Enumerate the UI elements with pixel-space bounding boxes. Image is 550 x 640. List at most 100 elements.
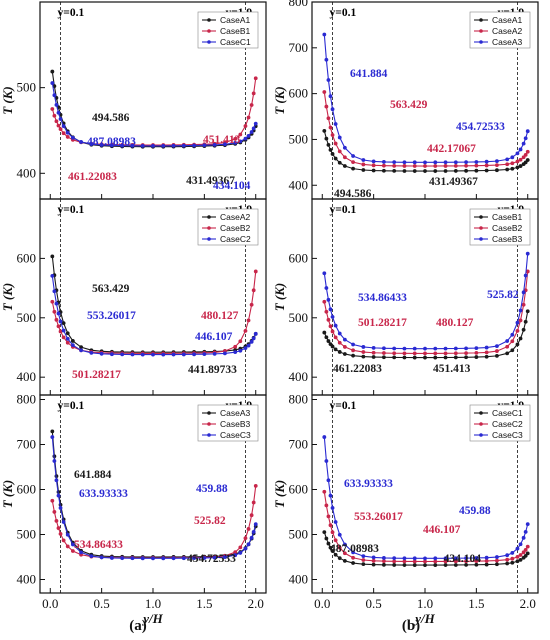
- data-point: [464, 556, 468, 561]
- legend-marker: [207, 237, 211, 241]
- data-point: [52, 113, 57, 118]
- x-tick-label: 2.0: [248, 596, 264, 611]
- data-point: [371, 159, 376, 164]
- data-point: [54, 478, 59, 483]
- x-tick-label: 1.0: [417, 596, 433, 611]
- data-point: [324, 57, 329, 62]
- data-point: [243, 536, 248, 541]
- data-point: [495, 562, 499, 567]
- y-tick-label: 700: [17, 437, 37, 452]
- data-point: [151, 556, 155, 561]
- data-point: [61, 335, 66, 340]
- data-point: [443, 556, 448, 561]
- data-point: [453, 556, 458, 561]
- data-point: [253, 76, 258, 81]
- data-point: [246, 318, 251, 323]
- value-annotation: 641.884: [74, 469, 112, 481]
- data-point: [192, 143, 196, 148]
- data-point: [351, 353, 355, 358]
- data-point: [423, 563, 427, 567]
- data-point: [342, 352, 347, 356]
- data-point: [130, 556, 135, 561]
- data-point: [322, 271, 327, 276]
- data-point: [330, 344, 335, 349]
- data-point: [402, 346, 407, 351]
- data-point: [326, 514, 331, 519]
- data-point: [56, 324, 61, 329]
- legend-entry: CaseB3: [220, 419, 251, 429]
- data-point: [233, 350, 238, 355]
- data-point: [474, 163, 479, 168]
- data-point: [433, 160, 438, 165]
- data-point: [223, 555, 227, 559]
- data-point: [518, 553, 523, 557]
- data-point: [326, 78, 331, 82]
- data-point: [453, 163, 458, 168]
- data-point: [351, 561, 355, 565]
- legend-entry: CaseC3: [492, 430, 523, 440]
- data-point: [337, 340, 342, 345]
- data-point: [328, 307, 333, 312]
- data-point: [251, 126, 256, 131]
- data-point: [382, 346, 386, 351]
- data-point: [324, 136, 329, 141]
- legend-entry: CaseB2: [492, 223, 523, 233]
- data-point: [510, 332, 515, 337]
- data-point: [433, 351, 438, 356]
- data-point: [324, 286, 329, 290]
- data-point: [233, 553, 238, 558]
- column-a-label: (a): [129, 618, 147, 634]
- data-point: [202, 556, 207, 560]
- data-point: [333, 552, 338, 557]
- data-point: [453, 563, 458, 567]
- data-point: [423, 346, 427, 351]
- legend-entry: CaseC1: [492, 408, 523, 418]
- y-tick-label: 400: [289, 572, 309, 587]
- data-point: [523, 152, 528, 157]
- data-point: [412, 164, 417, 168]
- value-annotation: 431.49367: [429, 176, 478, 188]
- data-point: [443, 160, 448, 165]
- data-point: [328, 493, 333, 498]
- data-point: [505, 561, 510, 566]
- value-annotation: 431.49367: [186, 175, 235, 187]
- data-point: [510, 551, 515, 555]
- x-axis-label: y/H: [141, 611, 163, 626]
- x-axis-label: y/H: [413, 611, 435, 626]
- data-point: [484, 354, 489, 359]
- legend-entry: CaseC3: [220, 430, 251, 440]
- data-point: [382, 351, 386, 355]
- data-point: [61, 321, 66, 326]
- data-point: [392, 160, 397, 165]
- data-point: [412, 563, 417, 567]
- y-tick-label: 700: [289, 437, 309, 452]
- y-tick-label: 600: [289, 86, 309, 101]
- data-point: [140, 143, 145, 148]
- data-point: [351, 342, 355, 347]
- data-point: [326, 143, 331, 147]
- ref-line-label: y=0.1: [330, 400, 357, 412]
- data-point: [523, 319, 528, 324]
- series-line: [323, 271, 529, 354]
- data-point: [337, 135, 342, 140]
- data-point: [322, 330, 327, 335]
- data-point: [322, 530, 327, 534]
- data-point: [50, 81, 55, 85]
- data-point: [324, 104, 329, 109]
- value-annotation: 434.104: [213, 180, 251, 192]
- data-point: [56, 311, 61, 316]
- data-point: [61, 124, 66, 129]
- data-point: [89, 554, 94, 559]
- legend-marker: [479, 40, 483, 44]
- value-annotation: 459.88: [459, 505, 491, 517]
- data-point: [50, 273, 55, 278]
- data-point: [246, 134, 251, 138]
- data-point: [337, 331, 342, 336]
- data-point: [525, 129, 530, 134]
- data-point: [171, 556, 176, 561]
- data-point: [99, 143, 104, 147]
- data-point: [56, 123, 61, 128]
- data-point: [337, 149, 342, 154]
- data-point: [525, 149, 530, 154]
- data-point: [361, 168, 366, 172]
